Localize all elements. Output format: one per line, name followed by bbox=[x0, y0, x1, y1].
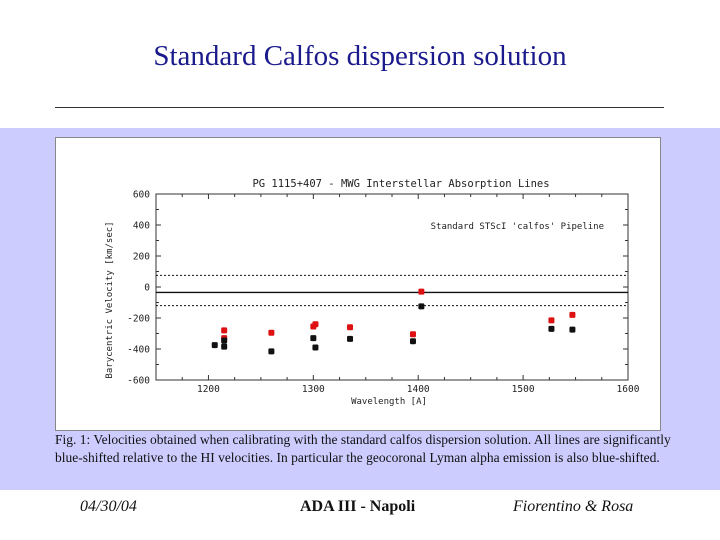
chart-title: PG 1115+407 - MWG Interstellar Absorptio… bbox=[252, 178, 549, 190]
y-tick-label: 600 bbox=[133, 190, 150, 201]
footer-authors: Fiorentino & Rosa bbox=[513, 498, 634, 515]
y-tick-label: 0 bbox=[144, 283, 150, 294]
x-tick-label: 1200 bbox=[197, 384, 220, 395]
red-data-point bbox=[221, 327, 228, 334]
y-tick-label: -200 bbox=[127, 314, 150, 325]
x-tick-label: 1300 bbox=[302, 384, 325, 395]
red-data-point bbox=[548, 317, 555, 324]
x-tick-label: 1500 bbox=[512, 384, 535, 395]
black-data-point bbox=[569, 326, 576, 333]
black-data-point bbox=[347, 335, 354, 342]
y-tick-label: 200 bbox=[133, 252, 150, 263]
red-data-point bbox=[409, 331, 416, 338]
slide-title: Standard Calfos dispersion solution bbox=[153, 40, 567, 72]
red-data-point bbox=[268, 329, 275, 336]
black-data-point bbox=[221, 343, 228, 350]
footer-date: 04/30/04 bbox=[80, 498, 137, 515]
x-tick-label: 1400 bbox=[407, 384, 430, 395]
red-data-point bbox=[312, 321, 319, 328]
black-data-point bbox=[268, 348, 275, 355]
y-axis-label: Barycentric Velocity [km/sec] bbox=[105, 221, 115, 378]
black-data-point bbox=[312, 344, 319, 351]
black-data-point bbox=[211, 342, 218, 349]
y-tick-label: -600 bbox=[127, 376, 150, 387]
chart-annotation: Standard STScI 'calfos' Pipeline bbox=[431, 222, 604, 232]
figure-caption: Fig. 1: Velocities obtained when calibra… bbox=[55, 432, 671, 465]
x-axis-label: Wavelength [A] bbox=[351, 397, 427, 407]
black-data-point bbox=[310, 335, 317, 342]
black-data-point bbox=[221, 337, 228, 344]
figure-panel: PG 1115+407 - MWG Interstellar Absorptio… bbox=[55, 137, 661, 431]
y-tick-label: 400 bbox=[133, 221, 150, 232]
red-data-point bbox=[569, 311, 576, 318]
black-data-point bbox=[548, 325, 555, 332]
footer-event: ADA III - Napoli bbox=[300, 498, 416, 515]
velocity-scatter-chart: PG 1115+407 - MWG Interstellar Absorptio… bbox=[105, 178, 640, 407]
x-tick-label: 1600 bbox=[617, 384, 640, 395]
red-data-point bbox=[418, 288, 425, 295]
y-tick-label: -400 bbox=[127, 345, 150, 356]
black-data-point bbox=[409, 338, 416, 345]
black-data-point bbox=[418, 303, 425, 310]
title-divider bbox=[55, 107, 664, 108]
red-data-point bbox=[347, 324, 354, 331]
